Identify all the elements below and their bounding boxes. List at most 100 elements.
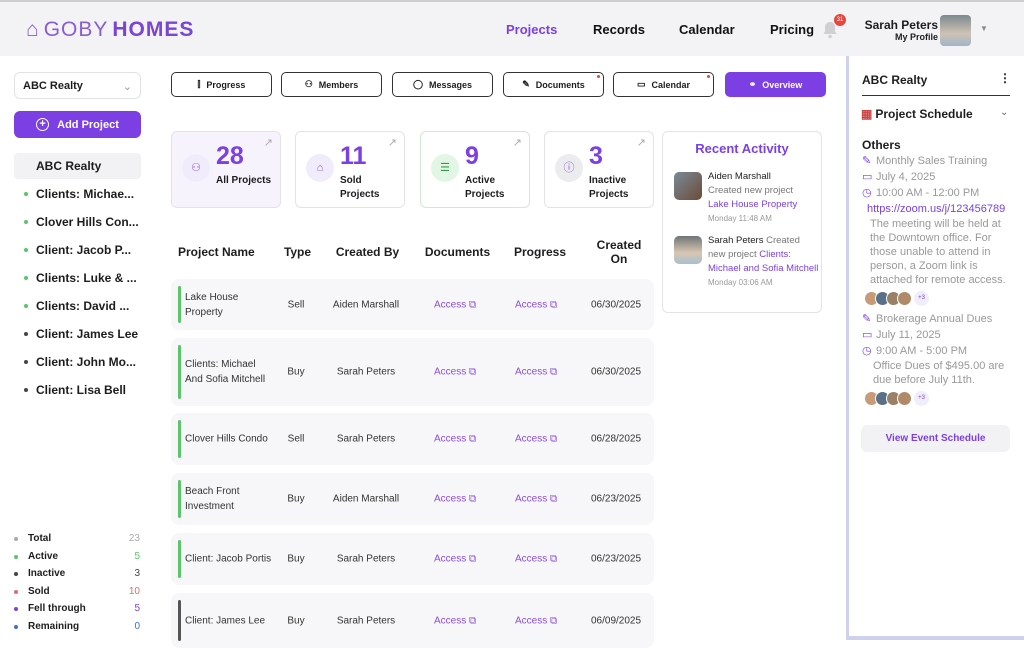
- divider: [862, 95, 1010, 96]
- org-select[interactable]: ABC Realty ⌄: [14, 72, 141, 99]
- scrollbar[interactable]: [846, 636, 1024, 640]
- column-header[interactable]: Progress: [513, 245, 567, 259]
- status-dot: [14, 572, 18, 577]
- table-row[interactable]: Lake House Property Sell Aiden Marshall …: [171, 279, 654, 330]
- nav-pricing[interactable]: Pricing: [770, 22, 815, 37]
- progress-access-link[interactable]: Access ⧉: [515, 433, 558, 445]
- documents-access-link[interactable]: Access ⧉: [434, 493, 477, 505]
- status-dot: [24, 220, 28, 224]
- status-bar: [178, 600, 181, 641]
- project-name[interactable]: Client: Jacob Portis: [185, 553, 272, 565]
- messages-button[interactable]: ◯ Messages: [392, 72, 493, 97]
- sidebar-item[interactable]: ABC Realty: [14, 153, 141, 179]
- documents-access-link[interactable]: Access ⧉: [434, 553, 477, 565]
- external-link-icon: ⧉: [550, 299, 558, 310]
- table-row[interactable]: Client: Jacob Portis Buy Sarah Peters Ac…: [171, 533, 654, 585]
- sidebar-item[interactable]: Clover Hills Con...: [14, 209, 141, 235]
- my-profile-link[interactable]: My Profile: [894, 32, 938, 42]
- created-by: Sarah Peters: [336, 433, 396, 445]
- avatar[interactable]: [940, 15, 971, 46]
- progress-access-link[interactable]: Access ⧉: [515, 493, 558, 505]
- attendee-avatars[interactable]: +3: [864, 290, 1024, 307]
- project-schedule-toggle[interactable]: ▦ Project Schedule: [861, 107, 973, 121]
- documents-access-link[interactable]: Access ⧉: [434, 615, 477, 626]
- bell-icon[interactable]: [822, 21, 838, 39]
- event-title[interactable]: ✎ Brokerage Annual Dues: [862, 313, 993, 325]
- sidebar-item[interactable]: Client: John Mo...: [14, 349, 141, 375]
- clock-icon: ◷: [862, 345, 872, 357]
- event-time: ◷ 9:00 AM - 5:00 PM: [862, 345, 968, 357]
- created-on: 06/23/2025: [591, 493, 642, 505]
- created-by: Sarah Peters: [336, 553, 396, 565]
- notification-badge: 31: [834, 14, 846, 26]
- documents-access-link[interactable]: Access ⧉: [434, 299, 477, 310]
- progress-access-link[interactable]: Access ⧉: [515, 366, 558, 378]
- column-header[interactable]: Documents: [424, 245, 491, 259]
- project-name[interactable]: Clover Hills Condo: [185, 433, 268, 445]
- column-header[interactable]: Type: [283, 245, 312, 259]
- sidebar-item[interactable]: Clients: Luke & ...: [14, 265, 141, 291]
- progress-button[interactable]: ⫿ Progress: [171, 72, 272, 97]
- stat-card[interactable]: ⌂ 11 Sold Projects ↗: [295, 131, 405, 208]
- edit-document-icon: ✎: [522, 79, 530, 89]
- arrow-up-right-icon[interactable]: ↗: [263, 137, 273, 149]
- chevron-down-icon[interactable]: ⌄: [1000, 107, 1009, 118]
- nav-records[interactable]: Records: [593, 22, 646, 37]
- pencil-icon: ✎: [862, 155, 872, 167]
- column-header[interactable]: Created On: [596, 238, 642, 266]
- arrow-up-right-icon[interactable]: ↗: [636, 137, 646, 149]
- more-vertical-icon[interactable]: ⋮: [999, 71, 1011, 85]
- project-name[interactable]: Lake House Property: [185, 291, 239, 318]
- table-row[interactable]: Clients: Michael And Sofia Mitchell Buy …: [171, 338, 654, 406]
- external-link-icon: ⧉: [469, 433, 477, 445]
- arrow-up-right-icon[interactable]: ↗: [387, 137, 397, 149]
- progress-access-link[interactable]: Access ⧉: [515, 553, 558, 565]
- overview-button[interactable]: ⚭ Overview: [725, 72, 826, 97]
- user-name[interactable]: Sarah Peters: [864, 18, 938, 32]
- stat-card[interactable]: ⓘ 3 Inactive Projects ↗: [544, 131, 654, 208]
- created-by: Sarah Peters: [336, 615, 396, 626]
- table-row[interactable]: Beach Front Investment Buy Aiden Marshal…: [171, 473, 654, 525]
- progress-access-link[interactable]: Access ⧉: [515, 615, 558, 626]
- members-button[interactable]: ⚇ Members: [281, 72, 382, 97]
- top-header: ⌂ GOBY HOMES Projects Records Calendar Pri…: [0, 0, 1024, 56]
- project-link[interactable]: Clients: Michael and Sofia Mitchell: [708, 249, 819, 274]
- documents-button[interactable]: ✎ Documents: [503, 72, 604, 97]
- progress-access-link[interactable]: Access ⧉: [515, 299, 558, 310]
- add-project-button[interactable]: + Add Project: [14, 111, 141, 138]
- nav-calendar[interactable]: Calendar: [679, 22, 735, 37]
- sidebar-item[interactable]: Clients: David ...: [14, 293, 141, 319]
- column-header[interactable]: Created By: [335, 245, 400, 259]
- view-event-schedule-button[interactable]: View Event Schedule: [861, 425, 1010, 452]
- project-name[interactable]: Clients: Michael And Sofia Mitchell: [185, 359, 266, 385]
- table-row[interactable]: Client: James Lee Buy Sarah Peters Acces…: [171, 593, 654, 648]
- zoom-link[interactable]: https://zoom.us/j/123456789: [867, 203, 1006, 215]
- documents-access-link[interactable]: Access ⧉: [434, 433, 477, 445]
- documents-access-link[interactable]: Access ⧉: [434, 366, 477, 378]
- calendar-button[interactable]: ▭ Calendar: [613, 72, 714, 97]
- sidebar-item[interactable]: Clients: Michae...: [14, 181, 141, 207]
- sidebar-item[interactable]: Client: James Lee: [14, 321, 141, 347]
- status-dot: [24, 248, 28, 252]
- logo[interactable]: ⌂ GOBY HOMES: [26, 18, 195, 41]
- project-name[interactable]: Beach Front Investment: [185, 486, 240, 512]
- column-header[interactable]: Project Name: [178, 245, 255, 259]
- stat-row: Active 5: [14, 551, 140, 562]
- sidebar-item[interactable]: Client: Jacob P...: [14, 237, 141, 263]
- nav-projects[interactable]: Projects: [506, 22, 558, 37]
- event-note: The meeting will be held at the Downtown…: [870, 218, 1006, 286]
- chevron-down-icon[interactable]: ▼: [980, 24, 988, 33]
- sidebar-item[interactable]: Client: Lisa Bell: [14, 377, 141, 403]
- project-link[interactable]: Lake House Property: [708, 199, 798, 210]
- stat-card[interactable]: ⚇ 28 All Projects ↗: [171, 131, 281, 208]
- event-date: ▭ July 4, 2025: [862, 171, 936, 183]
- project-name[interactable]: Client: James Lee: [185, 615, 266, 626]
- arrow-up-right-icon[interactable]: ↗: [512, 137, 522, 149]
- status-dot: [24, 332, 28, 336]
- stat-card[interactable]: ☰ 9 Active Projects ↗: [420, 131, 530, 208]
- calendar-icon: ▭: [862, 329, 873, 341]
- table-row[interactable]: Clover Hills Condo Sell Sarah Peters Acc…: [171, 413, 654, 465]
- attendee-avatars[interactable]: +3: [864, 390, 1024, 407]
- event-title[interactable]: ✎ Monthly Sales Training: [862, 155, 988, 167]
- stat-row: Remaining 0: [14, 621, 140, 632]
